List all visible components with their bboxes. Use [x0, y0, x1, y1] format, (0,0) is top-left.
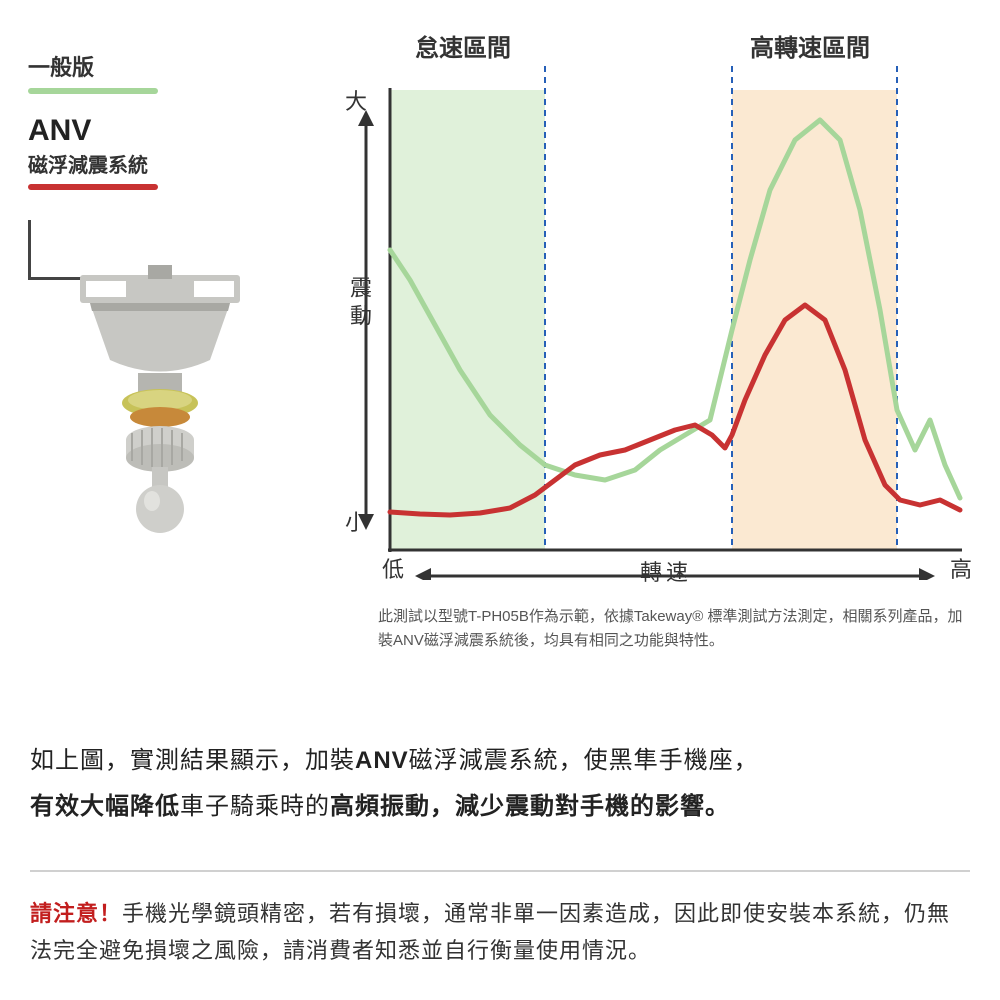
- warning-prefix: 請注意！: [30, 901, 122, 926]
- legend-anv-sub: 磁浮減震系統: [28, 149, 288, 178]
- x-label-mid: 轉速: [640, 555, 692, 587]
- body-l1b: ANV: [355, 747, 409, 774]
- x-label-left: 低: [382, 552, 404, 584]
- product-illustration: [60, 265, 260, 565]
- y-label-bottom: 小: [345, 505, 367, 537]
- body-l2c: 高頻振動: [330, 793, 430, 820]
- y-label-top: 大: [345, 84, 367, 116]
- legend-block: 一般版 ANV 磁浮減震系統: [28, 50, 288, 210]
- body-l1c: 磁浮減震系統，使黑隼手機座，: [409, 747, 759, 774]
- zone-idle-label: 怠速區間: [415, 28, 511, 63]
- legend-standard-label: 一般版: [28, 50, 288, 82]
- product-svg: [60, 265, 260, 565]
- legend-anv-line: [28, 184, 158, 190]
- warning-text: 請注意！手機光學鏡頭精密，若有損壞，通常非單一因素造成，因此即使安裝本系統，仍無…: [30, 895, 970, 970]
- body-l2a: 有效大幅降低: [30, 793, 180, 820]
- body-l1a: 如上圖，實測結果顯示，加裝: [30, 747, 355, 774]
- x-label-right: 高: [950, 552, 972, 584]
- divider: [30, 870, 970, 872]
- chart-svg: [340, 20, 980, 580]
- warning-body: 手機光學鏡頭精密，若有損壞，通常非單一因素造成，因此即使安裝本系統，仍無法完全避…: [30, 901, 950, 963]
- chart-footnote: 此測試以型號T-PH05B作為示範，依據Takeway® 標準測試方法測定，相關…: [378, 605, 973, 653]
- body-l2d: ，: [430, 793, 455, 820]
- body-l2b: 車子騎乘時的: [180, 793, 330, 820]
- legend-anv-title: ANV: [28, 114, 288, 147]
- chart-container: 怠速區間 高轉速區間: [340, 20, 980, 640]
- legend-standard: 一般版: [28, 50, 288, 94]
- zone-high-label: 高轉速區間: [750, 28, 870, 63]
- body-text: 如上圖，實測結果顯示，加裝ANV磁浮減震系統，使黑隼手機座， 有效大幅降低車子騎…: [30, 738, 970, 829]
- body-l2e: 減少震動對手機的影響。: [455, 793, 730, 820]
- legend-anv: ANV 磁浮減震系統: [28, 114, 288, 190]
- legend-standard-line: [28, 88, 158, 94]
- y-label-mid: 震動: [343, 276, 375, 332]
